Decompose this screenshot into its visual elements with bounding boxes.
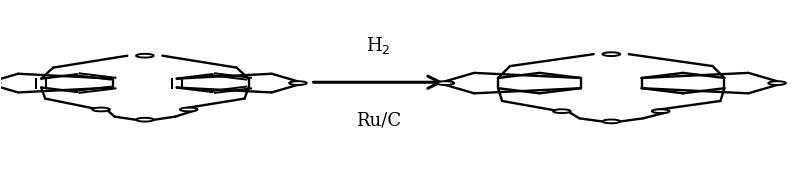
Circle shape <box>136 118 154 122</box>
Circle shape <box>602 120 620 123</box>
Circle shape <box>92 108 110 111</box>
Circle shape <box>136 54 154 58</box>
Circle shape <box>602 52 620 56</box>
Circle shape <box>553 109 570 113</box>
Circle shape <box>768 81 786 85</box>
Circle shape <box>289 81 306 85</box>
Text: H$_2$: H$_2$ <box>366 35 390 56</box>
Circle shape <box>180 108 198 111</box>
Circle shape <box>437 81 454 85</box>
Text: Ru/C: Ru/C <box>356 112 401 130</box>
Circle shape <box>652 109 670 113</box>
